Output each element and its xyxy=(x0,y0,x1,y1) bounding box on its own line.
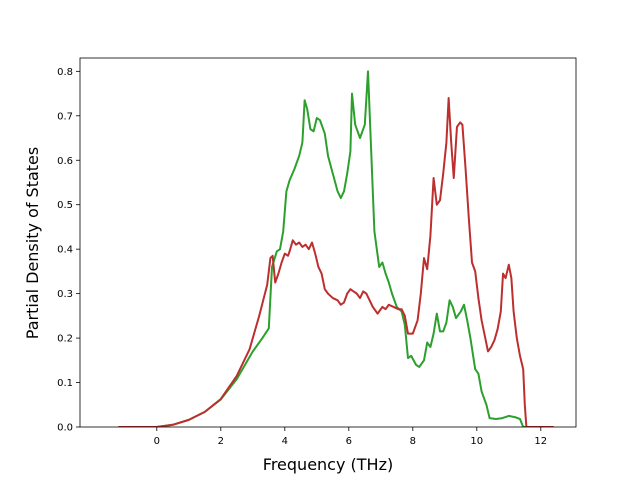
series-line-1 xyxy=(118,70,554,427)
y-tick-label: 0.4 xyxy=(57,245,73,256)
ticks-layer: 0 2 4 6 8 10 12 0.0 0.1 0.2 0.3 0.4 0.5 0.6 0.7 0.8 xyxy=(57,67,547,447)
y-tick-label: 0.0 xyxy=(57,423,73,434)
x-tick-label: 6 xyxy=(346,436,352,447)
y-tick-label: 0.5 xyxy=(57,200,73,211)
y-axis-label: Partial Density of States xyxy=(23,147,42,339)
y-tick-label: 0.1 xyxy=(57,378,73,389)
x-tick-label: 8 xyxy=(410,436,416,447)
x-tick-label: 4 xyxy=(282,436,288,447)
x-tick-label: 0 xyxy=(154,436,160,447)
x-tick-label: 12 xyxy=(534,436,547,447)
x-axis-label: Frequency (THz) xyxy=(263,455,393,474)
y-tick-label: 0.3 xyxy=(57,289,73,300)
series-line-2 xyxy=(118,97,554,427)
plot-frame xyxy=(79,57,577,428)
x-tick-label: 2 xyxy=(218,436,224,447)
y-tick-label: 0.2 xyxy=(57,334,73,345)
series-layer xyxy=(118,70,554,427)
y-tick-label: 0.6 xyxy=(57,156,73,167)
y-tick-label: 0.8 xyxy=(57,67,73,78)
x-tick-label: 10 xyxy=(470,436,483,447)
y-tick-label: 0.7 xyxy=(57,111,73,122)
